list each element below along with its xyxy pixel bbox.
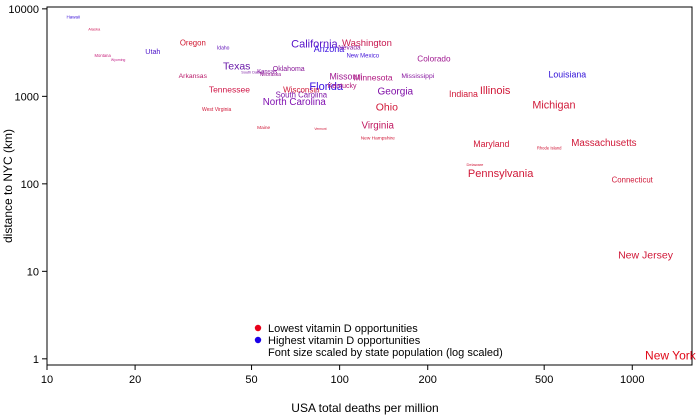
x-tick-label: 200: [419, 374, 437, 386]
x-axis: 10 20 50 100 200 500 1000: [41, 365, 645, 386]
state-label: Oregon: [180, 39, 206, 48]
state-label: Vermont: [314, 127, 326, 131]
y-tick-label: 100: [21, 179, 39, 191]
state-label: South Dakota: [241, 70, 265, 74]
state-label: Michigan: [532, 100, 575, 112]
state-label: North Carolina: [263, 97, 327, 108]
state-label: Arkansas: [179, 73, 208, 80]
state-label: Louisiana: [549, 69, 587, 79]
state-label: Nebraska: [260, 72, 282, 78]
state-label: Delaware: [466, 162, 484, 167]
state-label: Montana: [95, 53, 112, 58]
state-label: Rhode Island: [537, 145, 562, 150]
state-label: Massachusetts: [571, 138, 636, 149]
state-label: Minnesota: [353, 73, 392, 83]
state-label: Indiana: [449, 89, 478, 99]
state-label: Kentucky: [328, 83, 357, 90]
state-label: Illinois: [480, 85, 511, 97]
x-tick-label: 20: [129, 374, 141, 386]
legend-label: Highest vitamin D opportunities: [268, 335, 421, 347]
state-label: South Carolina: [276, 91, 328, 100]
y-axis: 1 10 100 1000 10000: [8, 4, 47, 366]
legend-label: Lowest vitamin D opportunities: [268, 323, 418, 335]
state-label: Ohio: [376, 102, 398, 114]
state-label: New Jersey: [618, 250, 674, 262]
y-tick-label: 10: [27, 266, 39, 278]
legend-label: Font size scaled by state population (lo…: [268, 347, 503, 359]
state-label: Virginia: [362, 120, 395, 131]
state-label: Mississippi: [401, 73, 434, 80]
state-label: Idaho: [217, 46, 230, 52]
state-label: Wyoming: [111, 58, 126, 62]
x-axis-title: USA total deaths per million: [291, 401, 438, 415]
state-label: California: [291, 39, 338, 51]
state-label: Maine: [257, 125, 270, 131]
state-label: Connecticut: [612, 175, 654, 184]
state-label: Utah: [145, 47, 160, 56]
state-label: Oklahoma: [273, 66, 305, 73]
state-label: New York: [645, 348, 697, 362]
x-tick-label: 50: [245, 374, 257, 386]
state-label: Missouri: [329, 72, 362, 82]
state-label: Hawaii: [67, 15, 81, 20]
x-tick-label: 500: [535, 374, 553, 386]
state-label: Florida: [309, 81, 344, 93]
state-label: Tennessee: [209, 84, 250, 94]
state-label: Colorado: [417, 54, 451, 63]
state-label: Arizona: [314, 44, 345, 54]
state-label: Wisconsin: [283, 85, 319, 94]
y-axis-title: distance to NYC (km): [1, 129, 15, 243]
y-tick-label: 1: [33, 354, 39, 366]
state-label: Pennsylvania: [468, 168, 534, 180]
x-tick-label: 100: [330, 374, 348, 386]
state-label: Georgia: [378, 87, 414, 98]
state-label: Kansas: [257, 70, 277, 76]
state-label: Texas: [223, 61, 250, 73]
plot-frame: [46, 6, 693, 366]
state-label: Washington: [342, 38, 392, 49]
legend-marker: [254, 324, 262, 332]
x-tick-label: 1000: [620, 374, 644, 386]
state-label: New Mexico: [346, 53, 379, 59]
state-label: Maryland: [473, 139, 509, 149]
state-label: Alaska: [88, 27, 101, 32]
y-tick-label: 10000: [8, 4, 39, 16]
legend-marker: [254, 336, 262, 344]
y-tick-label: 1000: [15, 91, 39, 103]
state-label: West Virginia: [202, 107, 231, 113]
state-label: Nevada: [338, 44, 361, 51]
state-label: New Hampshire: [361, 136, 395, 142]
x-tick-label: 10: [41, 374, 53, 386]
